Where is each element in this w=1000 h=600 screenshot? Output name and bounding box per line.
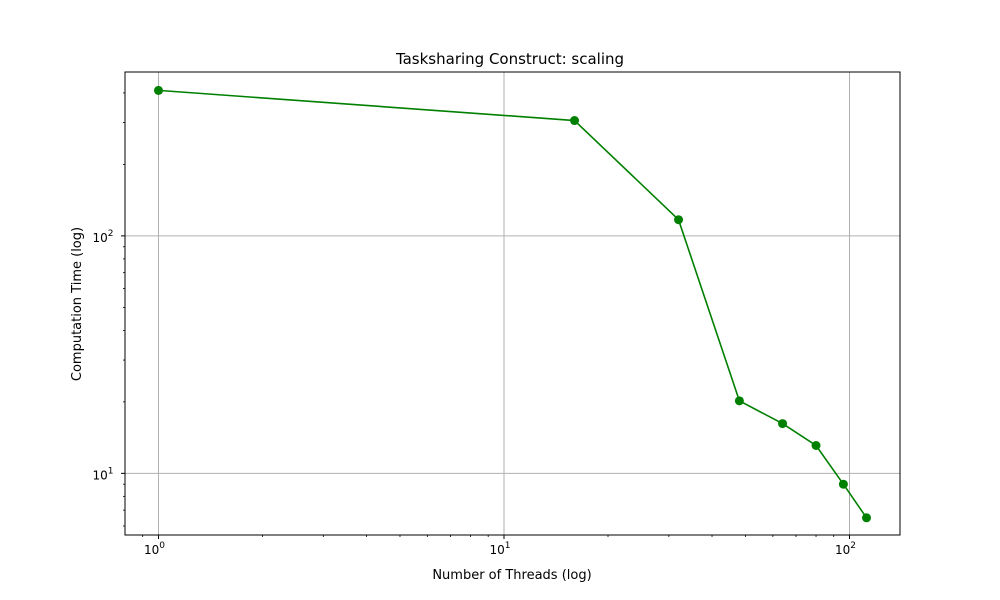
plot-area (153, 85, 872, 523)
x-tick-label: 102 (835, 541, 856, 557)
x-axis-label: Number of Threads (log) (432, 568, 591, 583)
data-point (811, 441, 821, 451)
axis-ticks: 100 101 102 101 102 (92, 92, 856, 557)
data-point (570, 116, 580, 126)
y-tick-label: 101 (92, 466, 113, 482)
x-tick-label: 100 (144, 541, 165, 557)
plot-frame (124, 71, 901, 536)
x-tick-label: 101 (489, 541, 510, 557)
chart-title: Tasksharing Construct: scaling (395, 50, 624, 68)
grid (125, 72, 900, 535)
data-point (838, 479, 848, 489)
data-point (734, 396, 744, 406)
series-line (158, 89, 868, 519)
data-point (778, 419, 788, 429)
y-axis-label: Computation Time (log) (70, 227, 85, 381)
data-point (153, 85, 163, 95)
data-point (862, 513, 872, 523)
data-point (674, 215, 684, 225)
y-tick-label: 102 (92, 229, 113, 245)
